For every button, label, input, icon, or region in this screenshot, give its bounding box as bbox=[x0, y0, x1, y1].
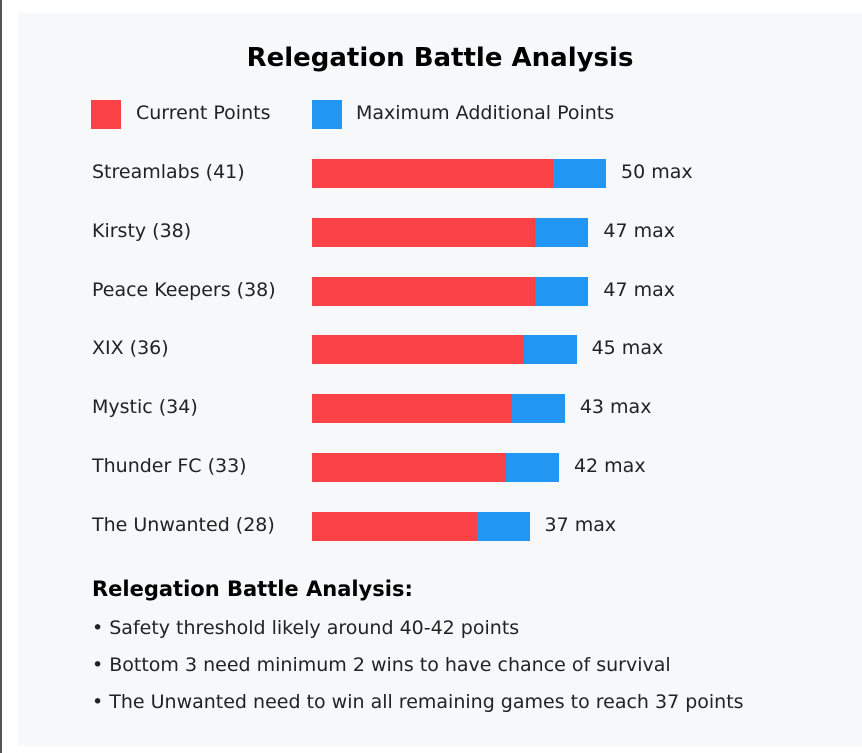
category-label: Thunder FC (33) bbox=[92, 455, 247, 477]
notes-title: Relegation Battle Analysis: bbox=[92, 577, 413, 601]
window-left-border bbox=[0, 0, 2, 753]
bar-additional-points bbox=[553, 159, 606, 188]
max-points-label: 47 max bbox=[603, 219, 675, 242]
bar-additional-points bbox=[535, 276, 589, 306]
bar-current-points bbox=[312, 159, 554, 188]
bar-current-points bbox=[312, 217, 536, 247]
chart-card: Relegation Battle Analysis Current Point… bbox=[18, 13, 862, 746]
max-points-label: 42 max bbox=[573, 455, 646, 477]
category-label: XIX (36) bbox=[92, 337, 169, 360]
note-item: • The Unwanted need to win all remaining… bbox=[92, 691, 744, 713]
legend-label-additional: Maximum Additional Points bbox=[356, 102, 615, 124]
max-points-label: 45 max bbox=[591, 337, 664, 360]
max-points-label: 37 max bbox=[544, 513, 617, 536]
legend-swatch-current bbox=[91, 100, 121, 129]
legend-swatch-additional bbox=[312, 100, 342, 129]
max-points-label: 47 max bbox=[603, 278, 675, 301]
bar-current-points bbox=[312, 394, 512, 424]
category-label: Streamlabs (41) bbox=[92, 161, 245, 183]
bar-current-points bbox=[312, 276, 536, 306]
max-points-label: 43 max bbox=[579, 396, 652, 419]
bar-current-points bbox=[312, 511, 477, 541]
bar-current-points bbox=[312, 335, 524, 365]
bar-additional-points bbox=[511, 394, 565, 424]
bar-additional-points bbox=[535, 217, 589, 247]
legend-label-current: Current Points bbox=[136, 102, 271, 124]
note-item: • Safety threshold likely around 40-42 p… bbox=[92, 617, 520, 639]
bar-additional-points bbox=[506, 453, 559, 482]
bar-additional-points bbox=[476, 511, 530, 541]
max-points-label: 50 max bbox=[621, 161, 693, 183]
bar-current-points bbox=[312, 453, 507, 482]
category-label: The Unwanted (28) bbox=[92, 513, 275, 536]
category-label: Peace Keepers (38) bbox=[92, 278, 276, 301]
bar-additional-points bbox=[523, 335, 577, 365]
chart-title: Relegation Battle Analysis bbox=[246, 43, 634, 73]
category-label: Kirsty (38) bbox=[92, 219, 192, 242]
category-label: Mystic (34) bbox=[92, 396, 198, 419]
note-item: • Bottom 3 need minimum 2 wins to have c… bbox=[92, 654, 671, 676]
